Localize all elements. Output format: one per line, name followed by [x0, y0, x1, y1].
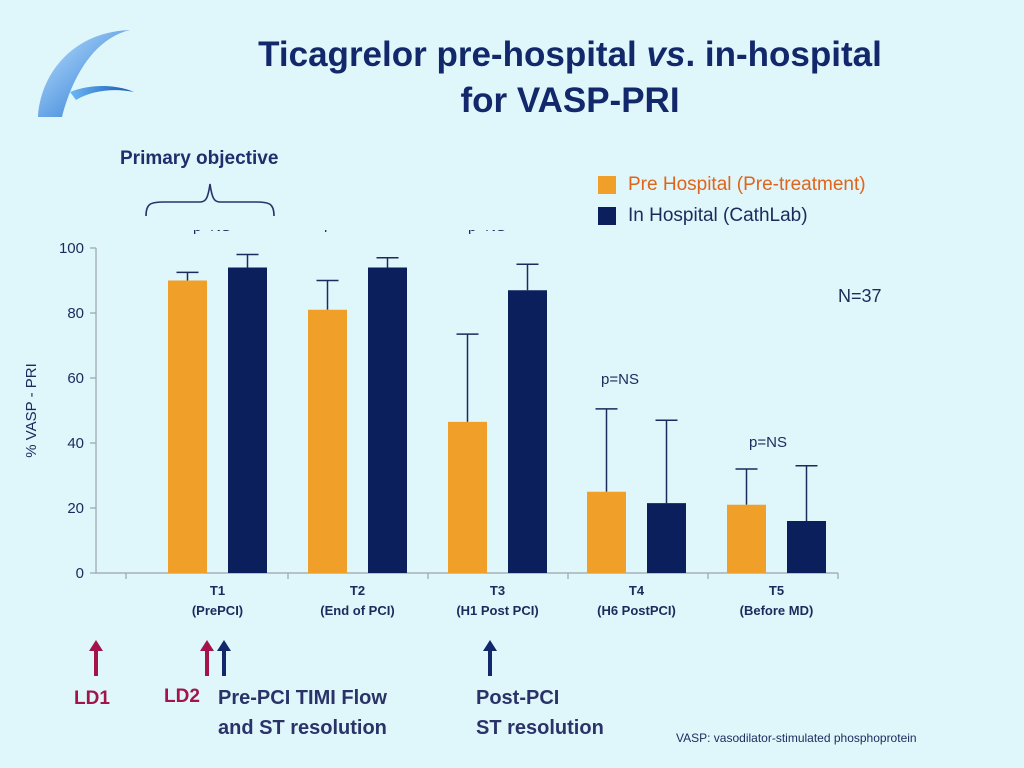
- post-pci-annotation: Post-PCI ST resolution: [476, 683, 604, 743]
- bar-pre-hospital: [727, 504, 766, 573]
- bar-in-hospital: [228, 267, 267, 573]
- p-value-label: p=NS: [601, 371, 639, 388]
- p-value-label: p=NS: [193, 230, 231, 235]
- legend-swatch-pre-hospital: [598, 176, 616, 194]
- legend-swatch-in-hospital: [598, 207, 616, 225]
- title-line-1: Ticagrelor pre-hospital vs. in-hospital: [258, 35, 882, 74]
- arrow-up-icon: [86, 638, 106, 678]
- pre-pci-annotation: Pre-PCI TIMI Flow and ST resolution: [218, 683, 387, 743]
- primary-objective-label: Primary objective: [120, 148, 279, 169]
- ld2-label: LD2: [164, 686, 200, 707]
- p-value-label: p=NS: [749, 434, 787, 451]
- legend-label-in-hospital: In Hospital (CathLab): [628, 205, 808, 226]
- footnote: VASP: vasodilator-stimulated phosphoprot…: [676, 731, 917, 745]
- y-tick-label: 0: [76, 565, 84, 582]
- bar-in-hospital: [368, 267, 407, 573]
- bar-pre-hospital: [168, 280, 207, 573]
- x-tick-label: (H6 PostPCI): [597, 603, 676, 618]
- ld1-label: LD1: [74, 688, 110, 709]
- x-tick-label: (Before MD): [740, 603, 814, 618]
- bar-chart: 0 20 40 60 80 100 % VASP - PRI T1 (PrePCI) T2 (End…: [23, 230, 839, 618]
- bar-in-hospital: [787, 521, 826, 573]
- y-tick-label: 60: [67, 370, 84, 387]
- arrow-up-icon: [214, 638, 234, 678]
- bar-in-hospital: [647, 503, 686, 573]
- post-pci-line-1: Post-PCI: [476, 687, 560, 709]
- y-axis-label: % VASP - PRI: [23, 363, 40, 457]
- x-tick-label: (H1 Post PCI): [456, 603, 538, 618]
- brace-icon: [144, 178, 276, 218]
- x-tick-label: T3: [490, 583, 505, 598]
- x-tick-label: (End of PCI): [320, 603, 394, 618]
- legend-label-pre-hospital: Pre Hospital (Pre-treatment): [628, 174, 866, 195]
- post-pci-line-2: ST resolution: [476, 717, 604, 739]
- p-value-label: p=NS: [468, 230, 506, 235]
- arrow-up-icon: [480, 638, 500, 678]
- x-tick-label: T2: [350, 583, 365, 598]
- y-tick-label: 100: [59, 240, 84, 257]
- bar-pre-hospital: [587, 491, 626, 573]
- n-label: N=37: [838, 286, 882, 306]
- legend-in-hospital: In Hospital (CathLab): [598, 205, 808, 227]
- pre-pci-line-1: Pre-PCI TIMI Flow: [218, 687, 387, 709]
- x-tick-label: T1: [210, 583, 225, 598]
- bar-pre-hospital: [308, 309, 347, 573]
- legend-pre-hospital: Pre Hospital (Pre-treatment): [598, 174, 866, 196]
- y-tick-label: 40: [67, 435, 84, 452]
- bar-pre-hospital: [448, 421, 487, 573]
- slide-title: Ticagrelor pre-hospital vs. in-hospital …: [180, 32, 960, 124]
- bar-in-hospital: [508, 290, 547, 573]
- pre-pci-line-2: and ST resolution: [218, 717, 387, 739]
- title-line-2: for VASP-PRI: [460, 81, 680, 120]
- x-tick-label: T5: [769, 583, 784, 598]
- y-tick-label: 20: [67, 500, 84, 517]
- arrow-up-icon: [197, 638, 217, 678]
- p-value-label: p=NS: [324, 230, 362, 233]
- y-tick-label: 80: [67, 305, 84, 322]
- x-tick-label: T4: [629, 583, 645, 598]
- wave-logo-icon: [30, 22, 140, 122]
- x-tick-label: (PrePCI): [192, 603, 243, 618]
